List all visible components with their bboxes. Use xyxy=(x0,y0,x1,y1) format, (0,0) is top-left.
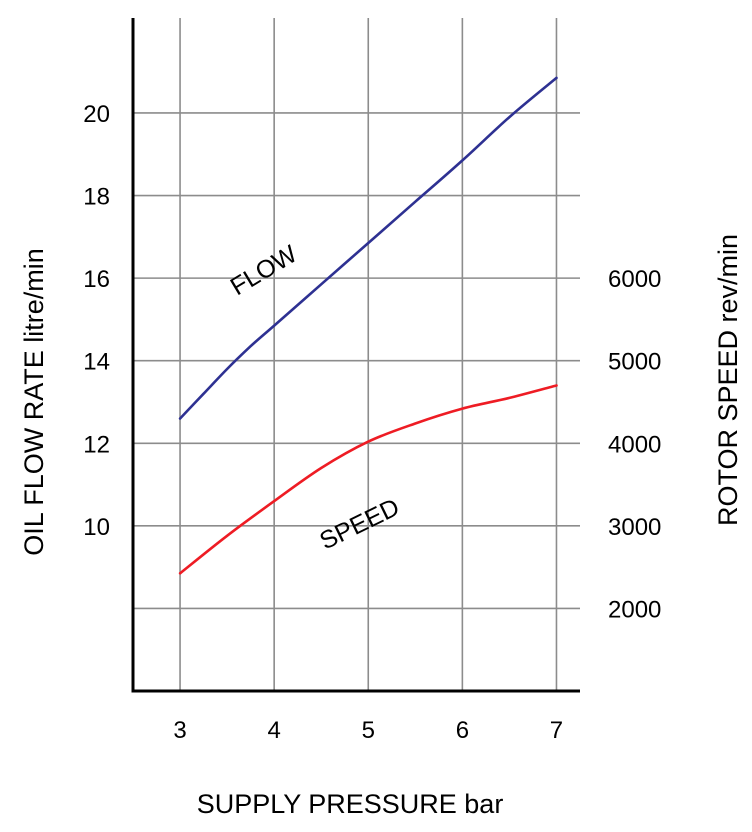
y2-tick-label-4: 6000 xyxy=(608,266,661,293)
y2-tick-label-3: 5000 xyxy=(608,349,661,376)
x-tick-label-4: 7 xyxy=(550,717,563,744)
y-axis-title: OIL FLOW RATE litre/min xyxy=(19,248,49,556)
y-tick-label-1: 12 xyxy=(83,431,110,458)
grid-lines xyxy=(133,18,580,691)
y-tick-label-0: 10 xyxy=(83,514,110,541)
y-tick-label-3: 16 xyxy=(83,266,110,293)
y2-axis-title: ROTOR SPEED rev/min xyxy=(713,234,743,526)
tick-labels: 3 4 5 6 7 10 12 14 16 18 20 2000 3000 4000 5000 6000 xyxy=(83,101,661,744)
flow-curve-label: FLOW xyxy=(226,240,303,301)
x-tick-label-3: 6 xyxy=(456,717,469,744)
axes xyxy=(131,18,580,693)
x-tick-label-1: 4 xyxy=(267,717,280,744)
y-tick-label-4: 18 xyxy=(83,184,110,211)
y2-tick-label-0: 2000 xyxy=(608,596,661,623)
x-tick-label-2: 5 xyxy=(362,717,375,744)
series-lines xyxy=(178,76,558,575)
speed-curve-label: SPEED xyxy=(315,493,403,555)
y-tick-label-2: 14 xyxy=(83,349,110,376)
flow-series-line xyxy=(178,76,558,420)
y2-tick-label-2: 4000 xyxy=(608,431,661,458)
y2-tick-label-1: 3000 xyxy=(608,514,661,541)
speed-series-line xyxy=(178,384,558,575)
x-axis-title: SUPPLY PRESSURE bar xyxy=(197,789,504,819)
x-tick-label-0: 3 xyxy=(173,717,186,744)
y-tick-label-5: 20 xyxy=(83,101,110,128)
